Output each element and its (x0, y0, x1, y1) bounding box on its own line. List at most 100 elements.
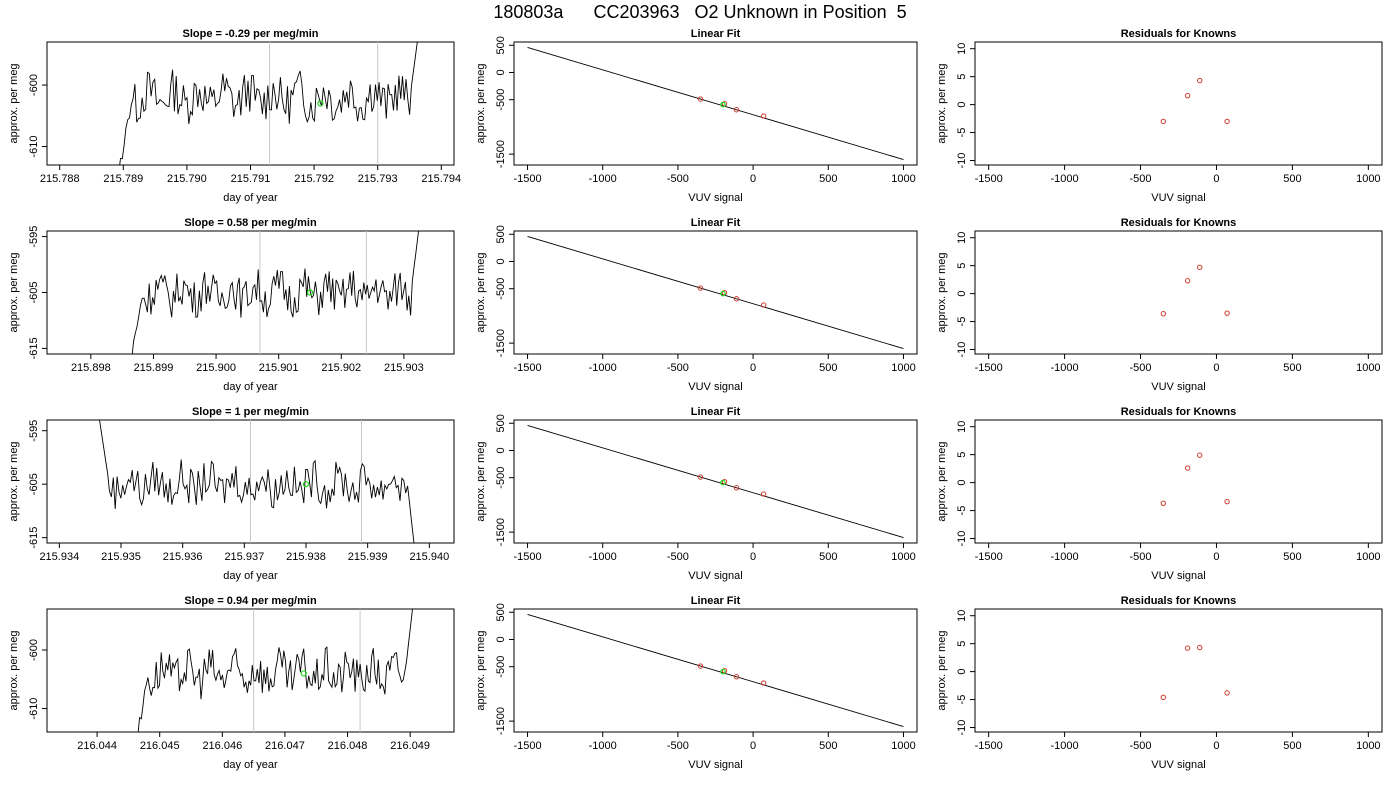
fit-line (527, 614, 904, 727)
residuals-panel: Residuals for Knowns -1500 -1000 -500 0 500 10… (936, 595, 1383, 771)
x-axis-label: VUV signal (1151, 570, 1205, 582)
x-tick-label: 0 (1213, 740, 1219, 752)
x-tick-label: 216.047 (265, 740, 305, 752)
panel-title: Linear Fit (691, 217, 741, 229)
residual-point (1184, 465, 1191, 471)
y-tick-label: -500 (495, 278, 507, 300)
y-tick-label: 500 (495, 225, 507, 243)
plot-frame (974, 230, 1383, 355)
plot-frame (513, 608, 918, 733)
x-tick-label: 215.790 (167, 173, 207, 185)
y-tick-label: 0 (495, 69, 507, 75)
signal-trace (137, 609, 413, 732)
x-tick-label: 500 (1283, 362, 1301, 374)
linear-fit-panel: Linear Fit -1500 -1000 -500 0 500 1000 500 0 -500… (475, 406, 918, 582)
x-axis-label: VUV signal (1151, 759, 1205, 771)
x-tick-label: -500 (1130, 551, 1152, 563)
x-tick-label: -1000 (1051, 362, 1079, 374)
residual-point (1160, 694, 1167, 701)
unknown-marker (306, 289, 314, 296)
y-tick-label: -10 (956, 342, 968, 358)
residual-point (1197, 77, 1203, 84)
y-axis-label: approx. per meg (936, 63, 948, 143)
y-tick-label: -595 (28, 226, 40, 248)
known-point (760, 113, 767, 119)
known-point (697, 96, 704, 102)
x-tick-label: 500 (819, 551, 837, 563)
linear-fit-panel: Linear Fit -1500 -1000 -500 0 500 1000 500 0 -500… (475, 217, 918, 393)
x-tick-label: 0 (750, 362, 756, 374)
y-axis-label: approx. per meg (8, 630, 20, 710)
x-tick-label: 215.794 (421, 173, 461, 185)
known-point (760, 491, 767, 497)
x-tick-label: 1000 (1356, 551, 1380, 563)
x-tick-label: 1000 (1356, 362, 1380, 374)
unknown-point (720, 479, 726, 486)
x-tick-label: 1000 (891, 551, 915, 563)
fit-line (527, 236, 904, 349)
x-tick-label: -500 (667, 551, 689, 563)
residual-point (1224, 310, 1230, 316)
y-tick-label: -1500 (495, 329, 507, 357)
x-tick-label: 1000 (1356, 740, 1380, 752)
x-tick-label: 215.898 (71, 362, 111, 374)
signal-trace (99, 420, 415, 543)
x-tick-label: 216.045 (140, 740, 180, 752)
x-axis-label: VUV signal (688, 381, 742, 393)
x-tick-label: -500 (1130, 173, 1152, 185)
x-axis-label: VUV signal (688, 570, 742, 582)
x-tick-label: -1000 (1051, 551, 1079, 563)
panel-title: Slope = -0.29 per meg/min (182, 28, 318, 40)
y-tick-label: -605 (28, 281, 40, 303)
time-series-panel: Slope = 0.94 per meg/min 216.044 216.045 21… (8, 595, 455, 771)
x-tick-label: 1000 (891, 362, 915, 374)
y-tick-label: 5 (956, 74, 968, 80)
x-tick-label: -1500 (513, 551, 541, 563)
panel-title: Slope = 1 per meg/min (192, 406, 309, 418)
residuals-panel: Residuals for Knowns -1500 -1000 -500 0 500 10… (936, 406, 1383, 582)
residual-point (1224, 690, 1230, 696)
panel-title: Slope = 0.94 per meg/min (184, 595, 317, 607)
figure-title: 180803a CC203963 O2 Unknown in Position … (493, 2, 907, 22)
x-tick-label: -500 (667, 362, 689, 374)
x-tick-label: -1500 (975, 362, 1003, 374)
x-tick-label: -1500 (513, 362, 541, 374)
time-series-panel: Slope = 1 per meg/min 215.934 215.935 215.9… (8, 406, 455, 582)
x-tick-label: 500 (819, 173, 837, 185)
x-tick-label: 216.049 (390, 740, 430, 752)
x-tick-label: -1000 (589, 551, 617, 563)
y-tick-label: -610 (28, 698, 40, 720)
x-tick-label: 500 (819, 362, 837, 374)
y-axis-label: approx. per meg (475, 252, 487, 332)
x-tick-label: 215.902 (321, 362, 361, 374)
y-tick-label: 5 (956, 641, 968, 647)
x-tick-label: 500 (1283, 173, 1301, 185)
y-tick-label: -600 (28, 639, 40, 661)
y-tick-label: 10 (956, 421, 968, 433)
x-axis-label: day of year (223, 759, 278, 771)
unknown-point (720, 290, 726, 297)
y-tick-label: 10 (956, 232, 968, 244)
residual-point (1197, 264, 1203, 271)
plot-frame (974, 608, 1383, 733)
y-axis-label: approx. per meg (936, 630, 948, 710)
time-series-panel: Slope = -0.29 per meg/min 215.788 215.789 2… (8, 28, 461, 204)
fit-line (527, 47, 904, 160)
known-point (733, 107, 740, 113)
linear-fit-panel: Linear Fit -1500 -1000 -500 0 500 1000 500 0 -500… (475, 28, 918, 204)
y-tick-label: 0 (495, 258, 507, 264)
unknown-point (720, 101, 726, 108)
x-tick-label: 216.044 (77, 740, 117, 752)
x-axis-label: day of year (223, 570, 278, 582)
y-tick-label: -5 (956, 695, 968, 705)
panel-title: Residuals for Knowns (1121, 217, 1237, 229)
y-tick-label: -600 (28, 74, 40, 96)
y-tick-label: 0 (956, 291, 968, 297)
x-tick-label: 0 (750, 740, 756, 752)
x-tick-label: -500 (1130, 740, 1152, 752)
x-tick-label: 215.901 (259, 362, 299, 374)
plot-frame (513, 230, 918, 355)
residual-point (1184, 645, 1191, 651)
x-tick-label: 215.939 (348, 551, 388, 563)
y-axis-label: approx. per meg (475, 63, 487, 143)
